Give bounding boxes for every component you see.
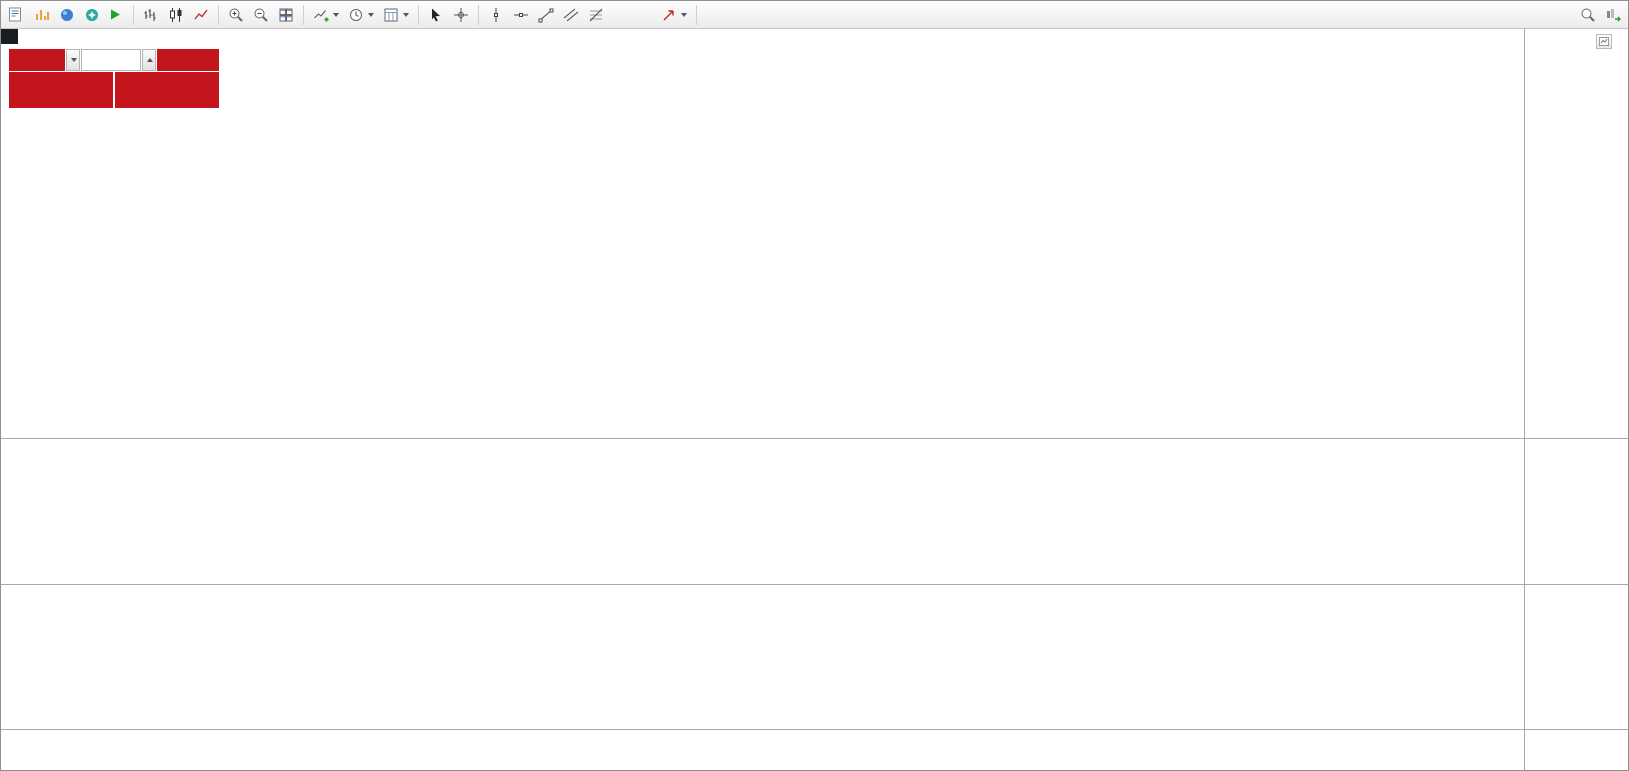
arrow-tool-icon [663,9,674,20]
zoom-out-icon [254,8,268,22]
horizontal-line-icon [514,12,528,17]
indicators-icon [314,9,329,21]
price-chart-panel[interactable] [1,29,1524,438]
lot-decrease-button[interactable] [66,49,80,71]
bar-chart-icon [144,8,156,21]
fibonacci-icon [589,8,603,21]
toolbar-separator [418,4,419,25]
caret-up-icon [146,58,153,62]
trendline-icon [538,8,554,22]
vertical-line-button[interactable] [484,4,508,26]
chart-forward-icon [1607,8,1621,21]
lot-increase-button[interactable] [142,49,156,71]
one-click-trading-panel [9,49,219,108]
chart-shift-button[interactable] [1596,34,1612,49]
dropdown-caret-icon [403,12,409,17]
panel-separator[interactable] [1,438,1628,439]
toolbar-separator [303,4,304,25]
autotrading-button[interactable] [105,4,128,26]
line-chart-icon [194,9,208,19]
candlestick-chart-button[interactable] [164,4,188,26]
price-axis-column[interactable] [1525,29,1628,770]
tile-windows-icon [279,8,293,21]
cursor-icon [432,8,440,21]
dropdown-caret-icon [333,12,339,17]
panel-separator [1,729,1628,730]
rsi-panel[interactable] [1,584,1524,729]
toolbar-separator [478,4,479,25]
candlestick-chart-icon [170,7,182,22]
label-tool-button[interactable] [633,4,656,26]
toolbar-separator [133,4,134,25]
arrows-button[interactable] [657,4,691,26]
periods-button[interactable] [344,4,378,26]
data-window-icon [61,8,73,21]
new-order-button[interactable] [4,4,29,26]
chart-shift-icon [1599,37,1609,46]
templates-icon [384,8,398,21]
price-axis[interactable] [1525,29,1628,438]
dropdown-caret-icon [681,12,687,17]
indicators-button[interactable] [309,4,343,26]
navigator-button[interactable] [80,4,104,26]
zoom-out-button[interactable] [249,4,273,26]
rsi-indicator-label [6,589,10,601]
chart-forward-button[interactable] [1601,4,1625,26]
toolbar-separator [218,4,219,25]
zoom-in-button[interactable] [224,4,248,26]
price-axis-border [1524,29,1525,770]
toolbar-separator [696,4,697,25]
channel-button[interactable] [559,4,583,26]
crosshair-button[interactable] [449,4,473,26]
tile-windows-button[interactable] [274,4,298,26]
ask-price-button[interactable] [115,72,219,108]
search-button[interactable] [1576,4,1600,26]
macd-axis[interactable] [1525,438,1628,584]
autotrading-play-icon [111,9,120,20]
toolbar [1,1,1628,29]
templates-button[interactable] [379,4,413,26]
line-chart-button[interactable] [189,4,213,26]
time-axis[interactable] [1,729,1524,770]
text-tool-button[interactable] [609,4,632,26]
order-doc-icon [9,7,21,22]
cursor-button[interactable] [424,4,448,26]
macd-panel[interactable] [1,438,1524,584]
rsi-axis[interactable] [1525,584,1628,729]
trendline-button[interactable] [534,4,558,26]
bar-chart-button[interactable] [139,4,163,26]
fibonacci-button[interactable] [584,4,608,26]
lot-size-input[interactable] [81,49,141,71]
chart-title-strip [1,29,18,44]
data-window-button[interactable] [55,4,79,26]
bid-price-button[interactable] [9,72,113,108]
horizontal-line-button[interactable] [509,4,533,26]
market-watch-button[interactable] [30,4,54,26]
vertical-line-icon [494,7,498,22]
zoom-in-icon [229,8,243,22]
sell-button[interactable] [9,49,65,71]
caret-down-icon [70,58,77,62]
dropdown-caret-icon [368,12,374,17]
search-icon [1581,8,1595,22]
chart-workspace [1,29,1628,770]
clock-icon [350,8,362,21]
panel-separator[interactable] [1,584,1628,585]
channel-icon [563,8,579,21]
macd-indicator-label [6,443,14,455]
buy-button[interactable] [157,49,219,71]
crosshair-icon [454,7,468,22]
navigator-icon [86,8,98,21]
market-watch-icon [36,9,49,20]
